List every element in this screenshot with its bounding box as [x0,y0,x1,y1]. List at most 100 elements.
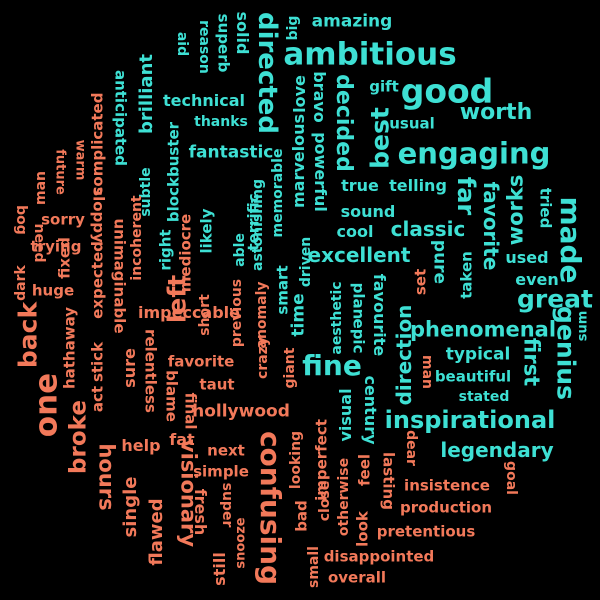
word-need: need [31,223,47,263]
word-reason: reason [196,20,212,74]
word-flawed: flawed [146,498,167,566]
word-hollywood: hollywood [192,401,290,422]
word-fantastic: fantastic [188,142,274,163]
word-plan: plan [349,282,368,320]
word-inspirational: inspirational [384,406,556,434]
word-terrific: terrific [244,193,263,251]
word-epic: epic [349,318,368,354]
word-insistence: insistence [404,476,490,495]
word-phenomenal: phenomenal [409,317,557,342]
word-aid: aid [174,31,190,57]
word-taut: taut [199,375,235,394]
word-hours: hours [94,443,119,511]
word-expected: expected [88,241,107,319]
word-left: left [162,274,192,324]
word-otherwise: otherwise [336,457,352,537]
word-directed: directed [252,11,282,135]
word-visual: visual [336,388,355,442]
word-man-left: man [33,170,49,206]
word-pretentious: pretentious [376,522,476,541]
word-confusing: confusing [254,430,287,586]
word-man-right: man [419,354,435,390]
word-aesthetic: aesthetic [329,281,345,355]
word-super: super [219,482,235,528]
word-smart: smart [273,265,292,315]
word-sure: sure [120,348,139,388]
word-great: great [516,284,594,314]
word-engaging: engaging [397,136,551,171]
word-next: next [207,441,245,460]
word-goal: goal [503,461,519,495]
word-used: used [505,248,549,267]
word-crazy: crazy [255,337,271,379]
word-anticipated: anticipated [111,69,130,167]
word-final: final [181,392,200,430]
word-beautiful: beautiful [434,367,512,386]
word-lasting: lasting [379,452,398,510]
word-worth: worth [459,100,533,125]
word-usual: usual [389,114,435,133]
word-dark: dark [13,265,29,301]
word-back: back [13,301,43,369]
word-technical: technical [162,91,246,110]
word-visionary: visionary [176,438,201,548]
word-even: even [515,270,559,289]
word-favourite: favourite [370,273,389,357]
word-looking: looking [288,430,304,490]
word-favorite-2: favorite [167,352,235,371]
word-excellent: excellent [307,243,411,267]
word-short: short [197,294,213,336]
word-look: look [353,511,372,547]
word-future: future [52,149,68,195]
word-right: right [156,229,175,271]
word-tried: tried [536,187,555,229]
word-hathaway: hathaway [60,306,79,390]
word-far: far [452,176,480,216]
word-one: one [28,372,65,438]
word-superb: superb [214,13,233,73]
word-imperfect: imperfect [312,419,331,501]
word-stated: stated [458,389,510,405]
word-snooze: snooze [233,517,249,569]
word-driven: driven [298,236,314,288]
word-sorry: sorry [41,210,85,229]
word-giant: giant [282,347,298,389]
word-small: small [306,546,322,588]
word-true: true [341,176,379,195]
word-typical: typical [445,344,511,365]
word-sum: sum [575,310,591,342]
word-huge: huge [31,281,75,300]
word-gift: gift [369,77,399,96]
word-unimaginable: unimaginable [110,218,129,334]
word-production: production [399,498,493,517]
word-blockbuster: blockbuster [164,121,183,223]
word-works: works [503,174,528,246]
word-complicated: complicated [88,92,107,196]
word-act: act [88,385,107,413]
word-favorite-1: favorite [479,181,503,271]
word-bad: bad [292,500,311,532]
word-bravo: bravo [310,71,329,123]
word-marvelous: marvelous [289,113,308,209]
word-sound: sound [340,202,396,221]
word-simple: simple [193,462,249,481]
word-relentless: relentless [141,329,160,413]
word-taken: taken [457,251,476,299]
word-classic: classic [390,217,466,241]
word-help: help [121,436,161,455]
word-love: love [290,75,309,113]
word-good: good [400,71,494,111]
word-century: century [361,375,380,445]
word-pure: pure [429,239,450,285]
word-sloppy: sloppy [89,187,108,243]
word-amazing: amazing [311,11,393,32]
word-first: first [519,337,544,387]
word-single: single [120,476,141,538]
word-brilliant: brilliant [136,53,157,135]
word-direction: direction [392,304,416,406]
word-set: set [411,268,430,296]
word-fat: fat [169,430,195,449]
word-incoherent: incoherent [129,195,145,281]
word-likely: likely [197,208,216,254]
